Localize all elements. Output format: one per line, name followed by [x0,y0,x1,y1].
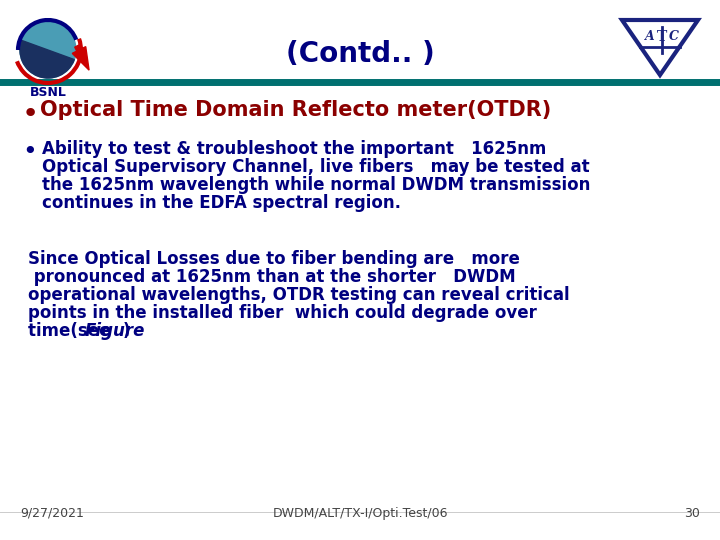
Text: Since Optical Losses due to fiber bending are   more: Since Optical Losses due to fiber bendin… [28,250,520,268]
Wedge shape [20,40,74,78]
Text: the 1625nm wavelength while normal DWDM transmission: the 1625nm wavelength while normal DWDM … [42,176,590,194]
Text: •: • [22,140,37,164]
Text: Figure: Figure [85,322,145,340]
Text: Optical Supervisory Channel, live fibers   may be tested at: Optical Supervisory Channel, live fibers… [42,158,590,176]
Polygon shape [622,20,698,75]
Text: continues in the EDFA spectral region.: continues in the EDFA spectral region. [42,194,401,212]
Text: Ability to test & troubleshoot the important   1625nm: Ability to test & troubleshoot the impor… [42,140,546,158]
Text: points in the installed fiber  which could degrade over: points in the installed fiber which coul… [28,304,537,322]
Text: 9/27/2021: 9/27/2021 [20,507,84,520]
Text: ): ) [123,322,130,340]
Text: 30: 30 [684,507,700,520]
Circle shape [20,22,76,78]
Text: Τ: Τ [657,30,667,44]
Text: pronounced at 1625nm than at the shorter   DWDM: pronounced at 1625nm than at the shorter… [28,268,516,286]
Text: •: • [22,100,40,128]
Text: operational wavelengths, OTDR testing can reveal critical: operational wavelengths, OTDR testing ca… [28,286,570,304]
Text: DWDM/ALT/TX-I/Opti.Test/06: DWDM/ALT/TX-I/Opti.Test/06 [272,507,448,520]
Text: time(see: time(see [28,322,116,340]
Text: (Contd.. ): (Contd.. ) [286,40,434,68]
Text: Optical Time Domain Reflecto meter(OTDR): Optical Time Domain Reflecto meter(OTDR) [40,100,552,120]
Text: C: C [669,30,679,44]
Text: A: A [645,30,655,44]
Text: BSNL: BSNL [30,86,66,99]
FancyArrow shape [72,45,89,70]
